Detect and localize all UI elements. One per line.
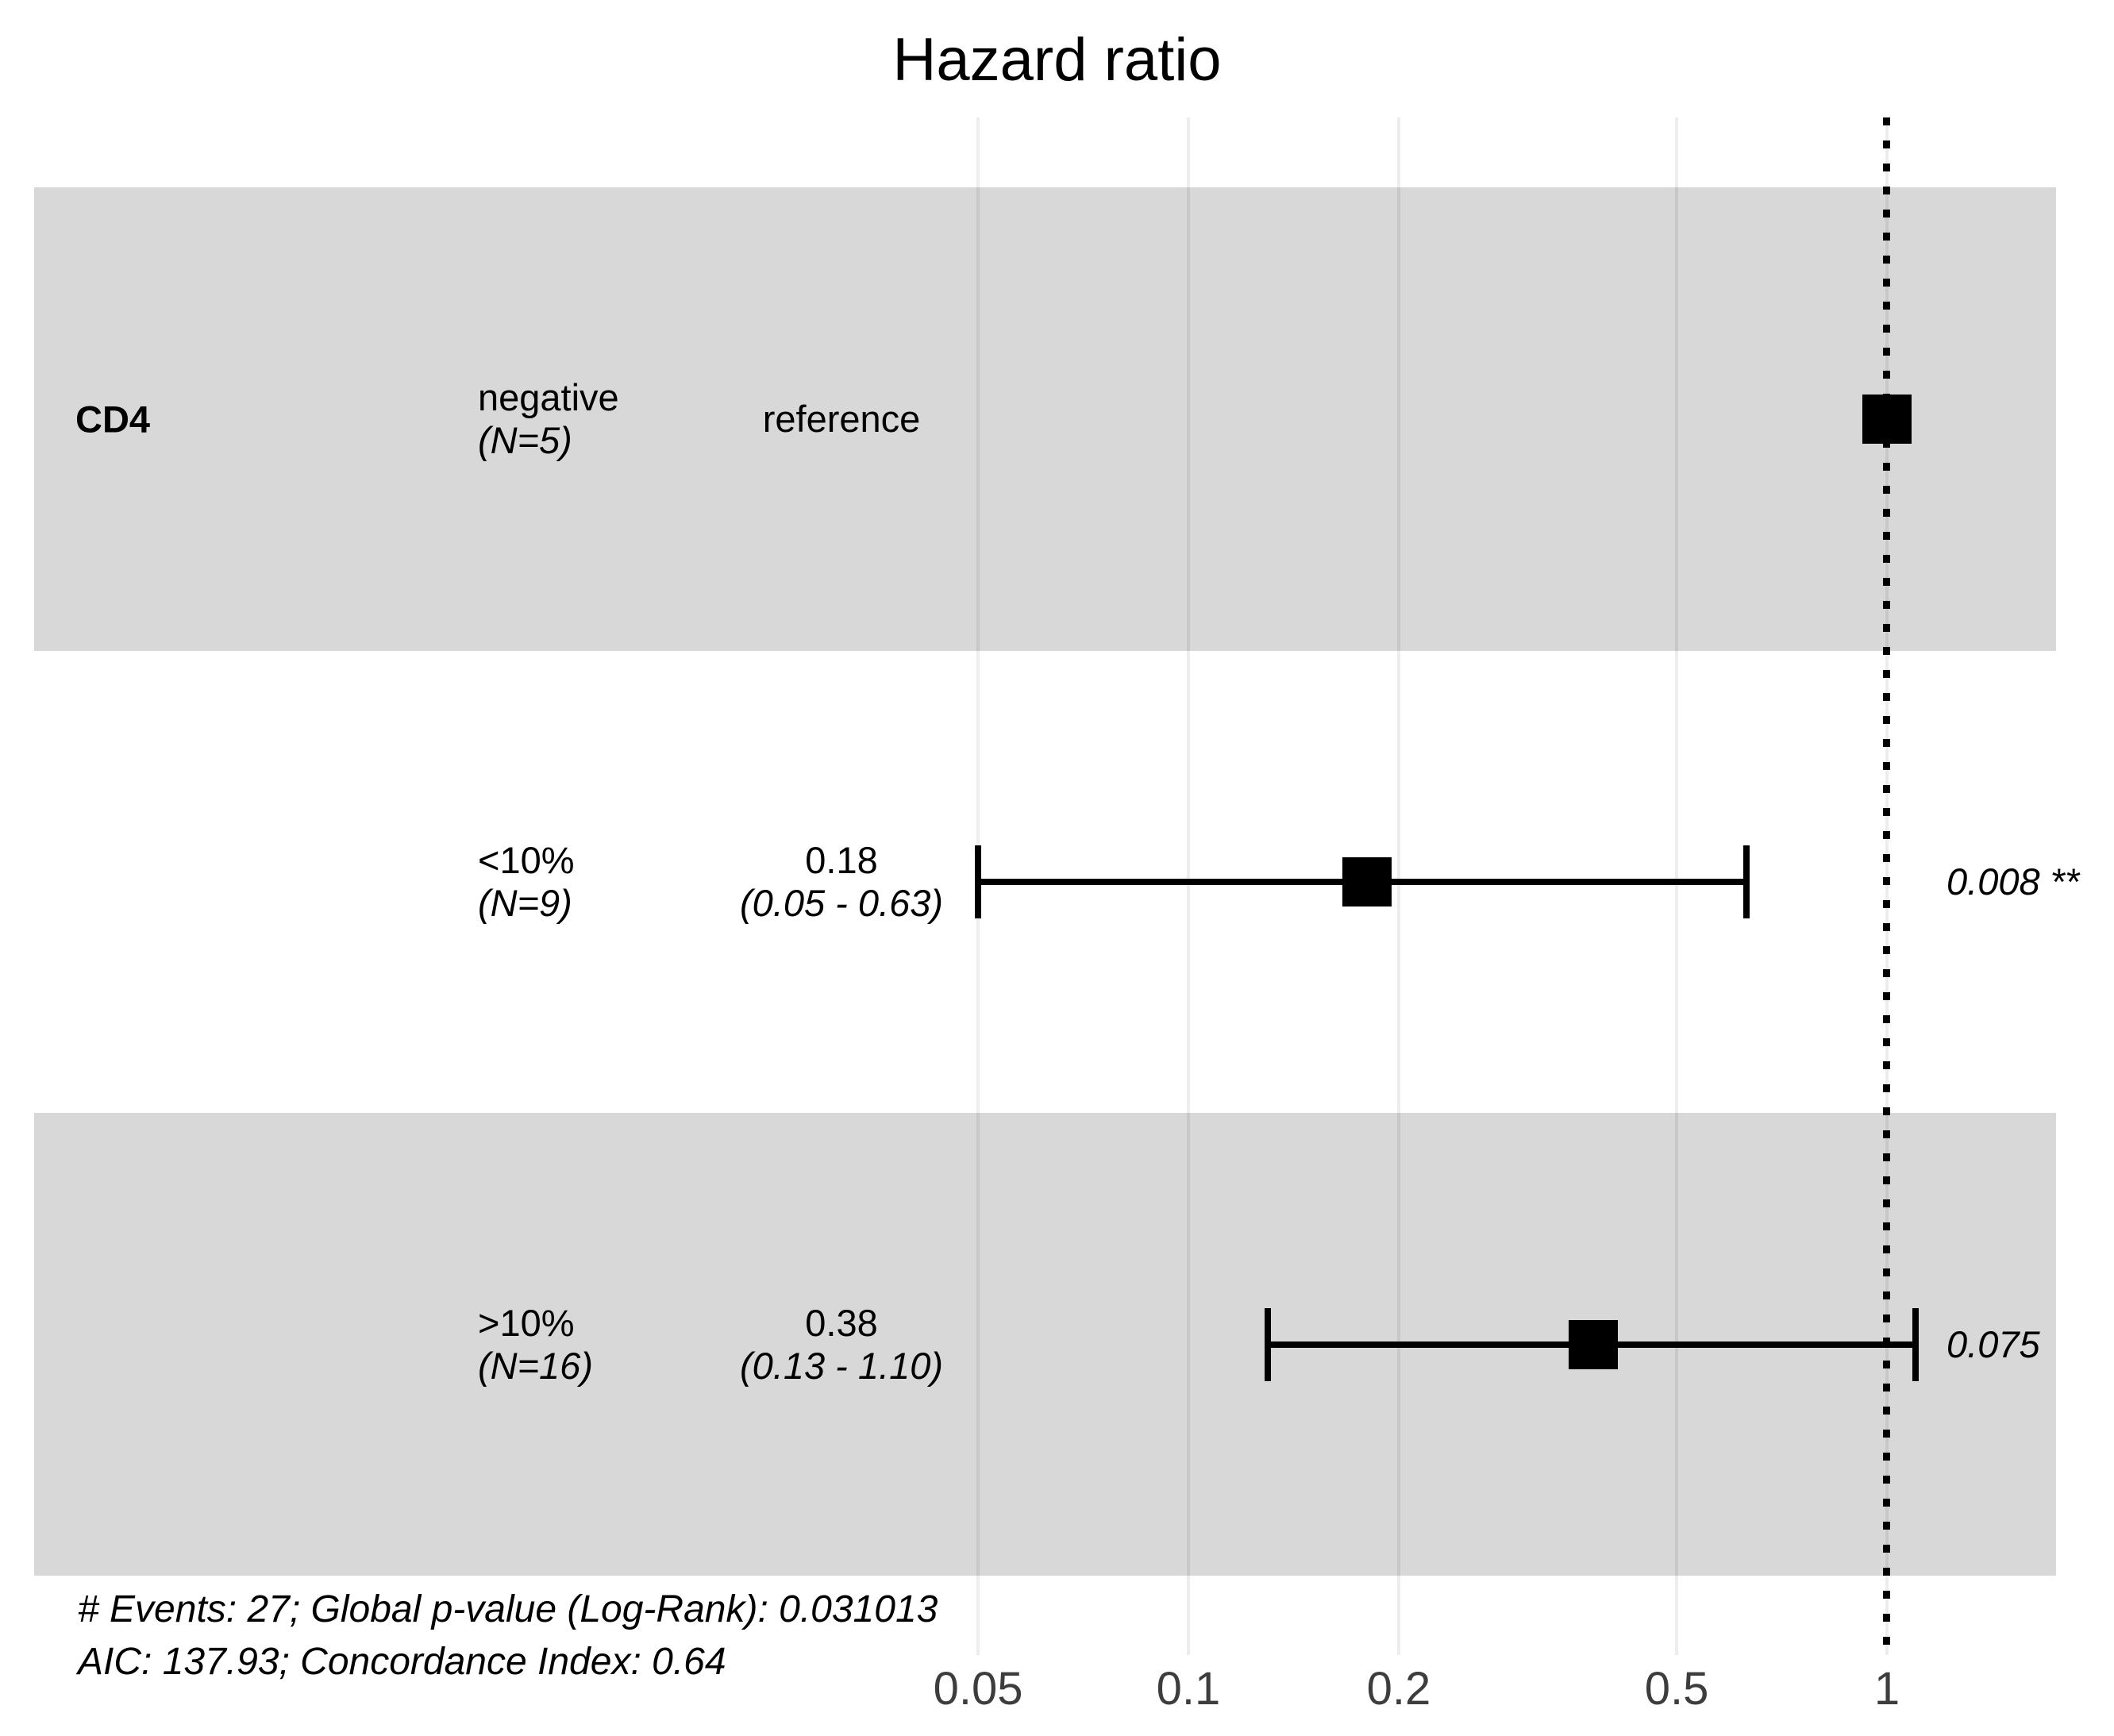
ci-cap-high	[1912, 1308, 1920, 1381]
x-gridline	[1187, 117, 1190, 1655]
row-stripe-1	[34, 187, 2056, 651]
n-label: (N=5)	[478, 419, 572, 461]
level-cell: negative (N=5)	[478, 376, 619, 462]
hr-marker	[1862, 395, 1912, 444]
x-gridline	[1396, 117, 1400, 1655]
footer-line-aic: AIC: 137.93; Concordance Index: 0.64	[78, 1641, 726, 1683]
hr-marker	[1342, 857, 1392, 906]
estimate-label: reference	[762, 398, 921, 440]
level-label: negative	[478, 376, 619, 418]
model-stats-footer: # Events: 27; Global p-value (Log-Rank):…	[78, 1584, 938, 1688]
ci-cap-low	[975, 845, 982, 918]
axis-tick-label: 0.05	[933, 1663, 1023, 1715]
reference-line-hr1	[1883, 117, 1890, 1655]
n-label: (N=9)	[478, 882, 572, 924]
estimate-label: 0.38	[805, 1302, 878, 1344]
chart-title: Hazard ratio	[892, 26, 1222, 94]
level-label: >10%	[478, 1302, 575, 1344]
axis-tick-label: 1	[1873, 1663, 1900, 1715]
level-cell: >10% (N=16)	[478, 1302, 593, 1388]
p-value-label: 0.008 **	[1946, 860, 2080, 903]
x-gridline	[1675, 117, 1679, 1655]
axis-tick-label: 0.5	[1644, 1663, 1709, 1715]
ci-label: (0.13 - 1.10)	[739, 1345, 944, 1387]
ci-label: (0.05 - 0.63)	[739, 882, 944, 924]
axis-tick-label: 0.1	[1156, 1663, 1221, 1715]
level-cell: <10% (N=9)	[478, 839, 575, 925]
axis-tick-label: 0.2	[1366, 1663, 1431, 1715]
ci-cap-high	[1743, 845, 1750, 918]
level-label: <10%	[478, 839, 575, 881]
variable-label: CD4	[75, 398, 151, 441]
estimate-cell: 0.38 (0.13 - 1.10)	[740, 1302, 943, 1388]
footer-line-events: # Events: 27; Global p-value (Log-Rank):…	[78, 1588, 938, 1630]
p-value-label: 0.075	[1946, 1323, 2040, 1365]
estimate-cell: reference	[763, 398, 921, 441]
ci-cap-low	[1265, 1308, 1272, 1381]
estimate-label: 0.18	[805, 839, 878, 881]
estimate-cell: 0.18 (0.05 - 0.63)	[740, 839, 943, 925]
n-label: (N=16)	[478, 1345, 593, 1387]
hr-marker	[1569, 1320, 1619, 1369]
